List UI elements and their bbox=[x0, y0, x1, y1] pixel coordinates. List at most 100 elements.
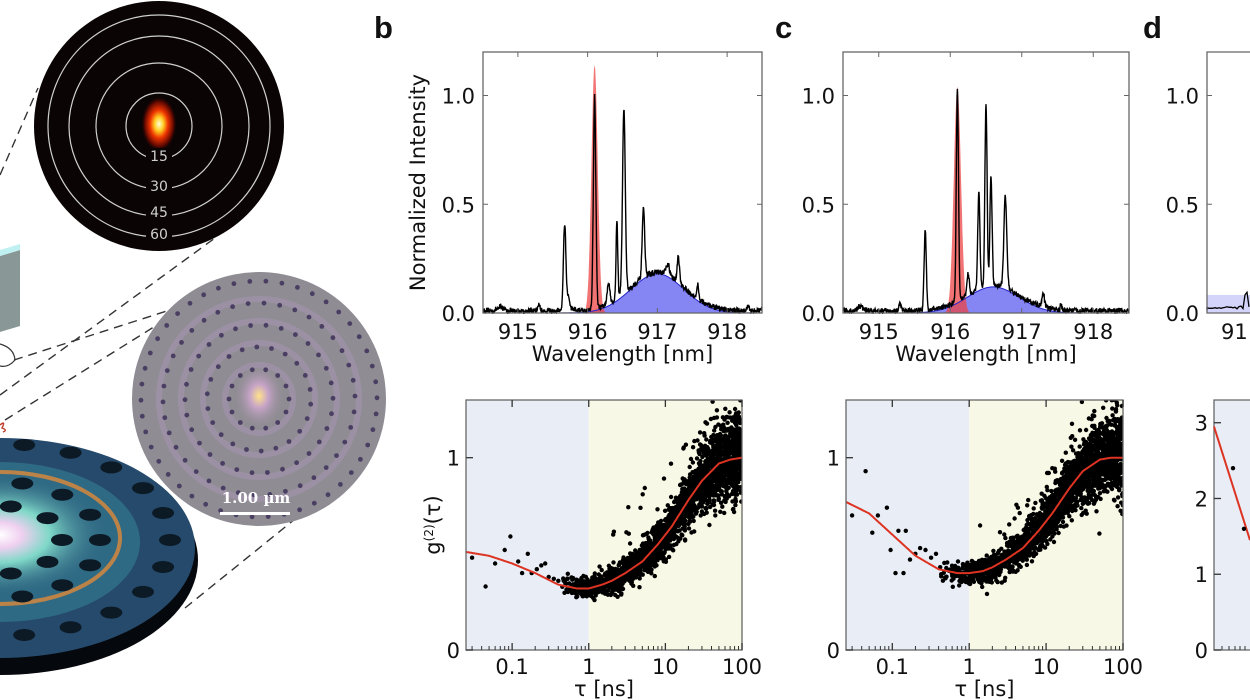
disk-hole bbox=[79, 508, 102, 521]
data-point bbox=[1101, 453, 1106, 458]
cavity-hole bbox=[316, 439, 322, 445]
cavity-hole bbox=[148, 444, 154, 450]
panel-label-b: b bbox=[374, 10, 393, 45]
data-point bbox=[1101, 390, 1105, 394]
data-point bbox=[677, 528, 682, 533]
data-point bbox=[950, 584, 955, 589]
device-illustration: 15 30 45 60 1.00 µm bbox=[0, 1, 386, 675]
data-point bbox=[1056, 530, 1061, 536]
data-point bbox=[1021, 527, 1026, 533]
cavity-hole bbox=[351, 409, 357, 415]
data-point bbox=[546, 574, 551, 580]
data-point bbox=[734, 422, 739, 428]
cavity-hole bbox=[356, 334, 362, 340]
cavity-hole bbox=[173, 444, 179, 450]
cavity-hole bbox=[175, 311, 181, 316]
data-point bbox=[571, 589, 577, 594]
data-point bbox=[720, 504, 725, 509]
cavity-hole bbox=[334, 453, 339, 458]
data-point bbox=[671, 542, 677, 548]
data-point bbox=[1071, 490, 1076, 496]
cavity-hole bbox=[182, 457, 188, 463]
data-point bbox=[733, 461, 739, 466]
data-point bbox=[1003, 535, 1008, 541]
plot-area bbox=[483, 65, 762, 314]
data-point bbox=[1013, 569, 1018, 574]
data-point bbox=[710, 456, 715, 462]
data-point bbox=[627, 541, 633, 546]
cavity-hole bbox=[267, 492, 273, 497]
data-point bbox=[708, 504, 713, 510]
data-point bbox=[1037, 513, 1042, 518]
data-point bbox=[725, 453, 730, 458]
data-point bbox=[716, 422, 721, 427]
cavity-hole bbox=[188, 367, 194, 372]
data-point bbox=[611, 529, 617, 534]
disk-hole bbox=[159, 534, 181, 546]
data-point bbox=[640, 492, 645, 497]
data-point bbox=[1051, 539, 1057, 545]
cavity-hole bbox=[364, 348, 370, 354]
cavity-hole bbox=[305, 341, 311, 346]
data-point bbox=[1073, 502, 1079, 507]
cavity-hole bbox=[203, 501, 209, 507]
data-point bbox=[1102, 442, 1107, 447]
cavity-hole bbox=[370, 427, 376, 433]
data-point bbox=[591, 587, 597, 592]
data-point bbox=[469, 555, 475, 560]
data-point bbox=[633, 568, 638, 573]
data-point bbox=[739, 466, 742, 471]
data-point bbox=[717, 479, 723, 485]
y-tick-label: 0.0 bbox=[802, 302, 835, 326]
data-point bbox=[637, 585, 642, 590]
data-point bbox=[1086, 416, 1092, 421]
disk-hole bbox=[51, 488, 74, 501]
data-point bbox=[644, 543, 649, 548]
data-point bbox=[980, 584, 985, 590]
data-point bbox=[1067, 514, 1072, 519]
far-field-pattern: 15 30 45 60 bbox=[34, 1, 284, 251]
y-tick-label: 0.5 bbox=[442, 193, 475, 217]
data-point bbox=[995, 571, 1001, 576]
data-point bbox=[1096, 494, 1101, 500]
cavity-hole bbox=[302, 373, 308, 378]
data-point bbox=[1073, 451, 1079, 456]
cavity-hole bbox=[166, 430, 172, 436]
data-point bbox=[917, 545, 923, 551]
data-point bbox=[1117, 375, 1121, 379]
cavity-hole bbox=[164, 368, 170, 373]
data-point bbox=[1094, 476, 1100, 481]
data-point bbox=[1024, 562, 1030, 568]
cavity-hole bbox=[283, 409, 289, 415]
data-point bbox=[583, 582, 588, 588]
x-tick-label: 1 bbox=[582, 655, 595, 679]
data-point bbox=[1101, 405, 1106, 410]
data-point bbox=[1102, 429, 1107, 434]
disk-hole bbox=[152, 507, 175, 519]
data-point bbox=[1101, 489, 1106, 494]
data-point bbox=[1079, 456, 1084, 462]
data-point bbox=[710, 440, 715, 445]
data-point bbox=[570, 575, 576, 581]
data-point bbox=[738, 427, 742, 433]
data-point bbox=[963, 579, 969, 585]
data-point bbox=[1045, 541, 1050, 547]
data-point bbox=[516, 559, 521, 564]
disk-hole bbox=[36, 555, 59, 568]
data-point bbox=[1108, 470, 1113, 476]
cavity-hole bbox=[220, 461, 226, 466]
data-point bbox=[1012, 516, 1017, 521]
cavity-hole bbox=[352, 393, 358, 399]
cavity-hole bbox=[308, 401, 314, 407]
data-point bbox=[612, 583, 617, 589]
data-point bbox=[893, 570, 898, 576]
data-point bbox=[690, 501, 695, 507]
data-point bbox=[870, 530, 875, 535]
data-point bbox=[1088, 488, 1094, 493]
cavity-hole bbox=[249, 367, 255, 373]
data-point bbox=[712, 428, 717, 433]
data-point bbox=[733, 483, 739, 488]
data-point bbox=[732, 406, 738, 412]
data-point bbox=[1026, 497, 1031, 503]
data-point bbox=[896, 528, 901, 533]
